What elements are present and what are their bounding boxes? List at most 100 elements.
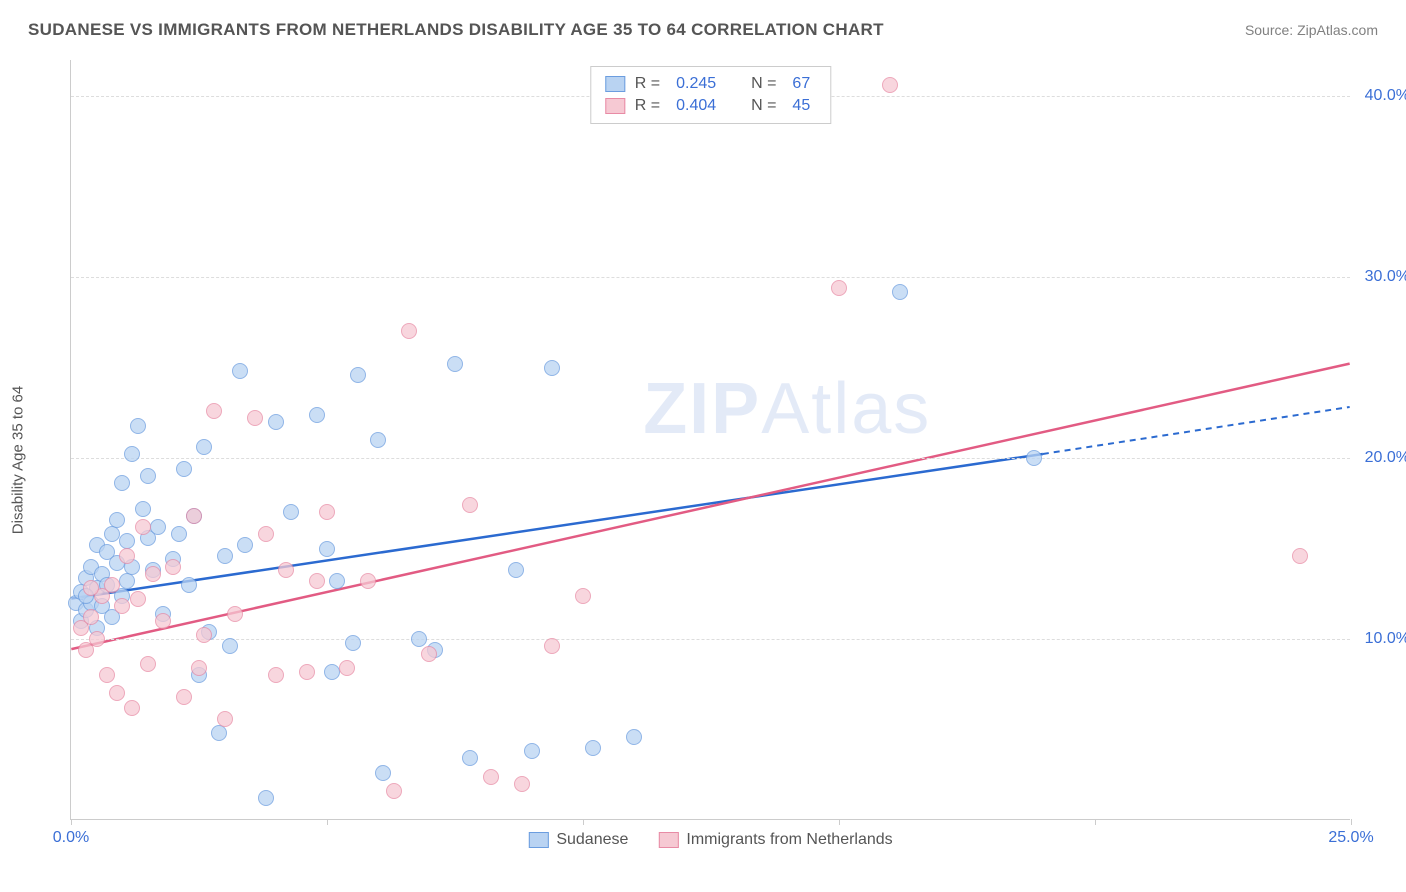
data-point: [114, 475, 130, 491]
data-point: [227, 606, 243, 622]
y-tick-label: 20.0%: [1365, 449, 1406, 467]
legend-label-netherlands: Immigrants from Netherlands: [686, 831, 892, 849]
r-value-netherlands: 0.404: [676, 97, 716, 115]
r-value-sudanese: 0.245: [676, 75, 716, 93]
trend-lines: [71, 60, 1350, 819]
data-point: [104, 577, 120, 593]
source-attribution: Source: ZipAtlas.com: [1245, 22, 1378, 38]
data-point: [104, 526, 120, 542]
data-point: [217, 548, 233, 564]
data-point: [329, 573, 345, 589]
legend-item-sudanese: Sudanese: [528, 831, 628, 849]
data-point: [155, 613, 171, 629]
swatch-netherlands: [658, 832, 678, 848]
data-point: [421, 646, 437, 662]
n-value-sudanese: 67: [792, 75, 810, 93]
data-point: [124, 700, 140, 716]
data-point: [206, 403, 222, 419]
data-point: [89, 631, 105, 647]
watermark-zip: ZIP: [643, 369, 761, 449]
x-tick: [583, 819, 584, 825]
y-axis-label: Disability Age 35 to 64: [10, 386, 27, 534]
data-point: [324, 664, 340, 680]
data-point: [268, 667, 284, 683]
watermark-atlas: Atlas: [761, 369, 931, 449]
data-point: [135, 501, 151, 517]
data-point: [140, 656, 156, 672]
data-point: [83, 580, 99, 596]
n-label: N =: [751, 97, 776, 115]
x-tick-label: 0.0%: [53, 829, 89, 847]
data-point: [360, 573, 376, 589]
data-point: [1292, 548, 1308, 564]
data-point: [130, 591, 146, 607]
data-point: [447, 356, 463, 372]
data-point: [222, 638, 238, 654]
data-point: [99, 667, 115, 683]
watermark: ZIPAtlas: [643, 368, 931, 450]
data-point: [309, 573, 325, 589]
data-point: [186, 508, 202, 524]
data-point: [1026, 450, 1042, 466]
data-point: [882, 77, 898, 93]
data-point: [109, 685, 125, 701]
data-point: [119, 573, 135, 589]
data-point: [196, 627, 212, 643]
x-tick-label: 25.0%: [1328, 829, 1373, 847]
plot-area: ZIPAtlas R = 0.245 N = 67 R = 0.404 N = …: [70, 60, 1350, 820]
legend-label-sudanese: Sudanese: [556, 831, 628, 849]
data-point: [109, 512, 125, 528]
data-point: [258, 526, 274, 542]
source-prefix: Source:: [1245, 22, 1297, 38]
data-point: [268, 414, 284, 430]
data-point: [211, 725, 227, 741]
data-point: [401, 323, 417, 339]
data-point: [217, 711, 233, 727]
data-point: [145, 566, 161, 582]
x-tick: [839, 819, 840, 825]
data-point: [319, 504, 335, 520]
swatch-netherlands: [605, 98, 625, 114]
chart-title: SUDANESE VS IMMIGRANTS FROM NETHERLANDS …: [28, 20, 884, 40]
data-point: [181, 577, 197, 593]
data-point: [892, 284, 908, 300]
n-label: N =: [751, 75, 776, 93]
data-point: [119, 548, 135, 564]
data-point: [831, 280, 847, 296]
data-point: [176, 689, 192, 705]
correlation-legend: R = 0.245 N = 67 R = 0.404 N = 45: [590, 66, 831, 124]
y-tick-label: 40.0%: [1365, 87, 1406, 105]
data-point: [350, 367, 366, 383]
data-point: [124, 446, 140, 462]
y-tick-label: 30.0%: [1365, 268, 1406, 286]
grid-line: [71, 277, 1350, 278]
data-point: [483, 769, 499, 785]
data-point: [171, 526, 187, 542]
data-point: [83, 609, 99, 625]
data-point: [299, 664, 315, 680]
data-point: [135, 519, 151, 535]
x-tick: [327, 819, 328, 825]
data-point: [575, 588, 591, 604]
data-point: [140, 468, 156, 484]
grid-line: [71, 458, 1350, 459]
swatch-sudanese: [528, 832, 548, 848]
data-point: [508, 562, 524, 578]
data-point: [386, 783, 402, 799]
data-point: [339, 660, 355, 676]
chart-container: Disability Age 35 to 64 ZIPAtlas R = 0.2…: [50, 60, 1380, 860]
legend-item-netherlands: Immigrants from Netherlands: [658, 831, 892, 849]
data-point: [319, 541, 335, 557]
data-point: [176, 461, 192, 477]
data-point: [283, 504, 299, 520]
x-tick: [1351, 819, 1352, 825]
data-point: [524, 743, 540, 759]
data-point: [114, 598, 130, 614]
data-point: [462, 497, 478, 513]
r-label: R =: [635, 97, 660, 115]
legend-row-sudanese: R = 0.245 N = 67: [605, 73, 816, 95]
data-point: [247, 410, 263, 426]
grid-line: [71, 639, 1350, 640]
y-tick-label: 10.0%: [1365, 630, 1406, 648]
data-point: [165, 559, 181, 575]
